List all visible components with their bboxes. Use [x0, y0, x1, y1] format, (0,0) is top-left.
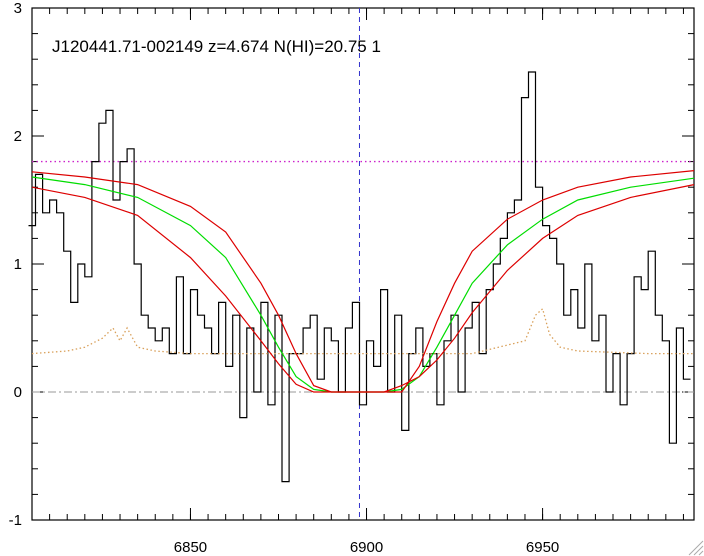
plot-frame [31, 7, 695, 521]
series-layer [28, 71, 695, 483]
series-fit_upper [31, 170, 695, 393]
y-tick-label: 2 [14, 128, 22, 145]
tick-labels: -1 0 1 2 3 6850 6900 6950 [9, 0, 560, 556]
series-fit_lower [31, 184, 695, 393]
x-tick-label: 6850 [174, 539, 207, 556]
y-tick-label: -1 [9, 512, 22, 529]
y-tick-label: 3 [14, 0, 22, 17]
axis-ticks [31, 7, 694, 521]
series-error [31, 307, 694, 355]
resize-grip-icon[interactable] [688, 540, 704, 556]
series-flux [28, 71, 691, 483]
y-tick-label: 0 [14, 384, 22, 401]
x-tick-label: 6900 [350, 539, 383, 556]
x-tick-label: 6950 [526, 539, 559, 556]
chart-title: J120441.71-002149 z=4.674 N(HI)=20.75 1 [52, 37, 381, 56]
y-tick-label: 1 [14, 256, 22, 273]
reference-lines [32, 8, 694, 520]
